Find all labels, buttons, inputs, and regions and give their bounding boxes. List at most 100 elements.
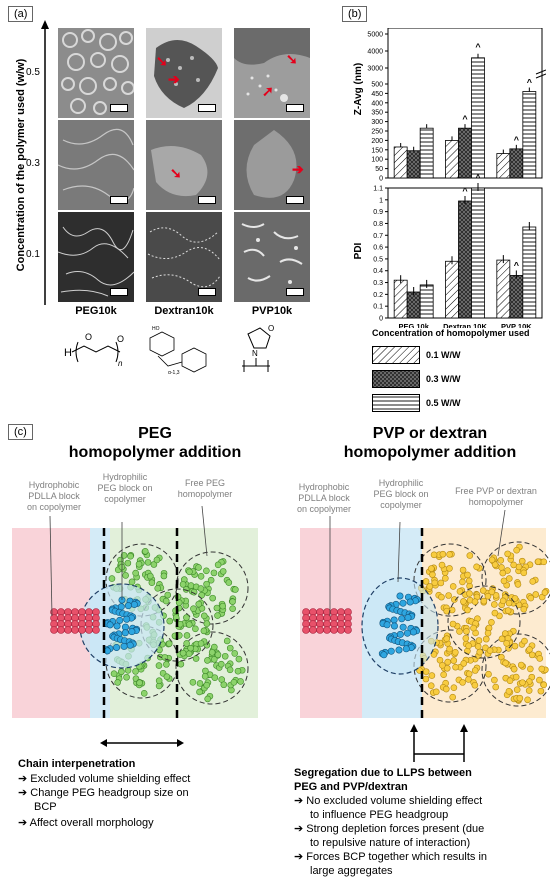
y-tick-label: 3000 [367, 66, 383, 73]
monomer-bead [106, 621, 114, 629]
monomer-bead [491, 601, 498, 608]
monomer-bead [225, 579, 233, 586]
monomer-bead [497, 557, 505, 564]
monomer-bead [189, 678, 197, 686]
monomer-bead [163, 661, 170, 668]
monomer-bead [471, 681, 479, 689]
monomer-bead [459, 679, 466, 686]
right-bullet-2: ➔ Strong depletion forces present (due [294, 823, 485, 835]
monomer-bead [113, 622, 121, 630]
column-label-peg: PEG10k [75, 305, 117, 317]
monomer-bead [442, 575, 449, 582]
conc-tick-01: 0.1 [26, 249, 40, 260]
legend-swatch-crosshatch [372, 370, 420, 388]
bar [445, 260, 459, 319]
monomer-bead [383, 621, 391, 629]
label-pdlla-left: Hydrophobic PDLLA block on copolymer [26, 480, 82, 512]
monomer-bead [166, 617, 174, 625]
monomer-bead [459, 578, 466, 586]
y-tick-label: 1.1 [373, 186, 383, 193]
monomer-bead [504, 550, 511, 558]
monomer-bead [204, 657, 211, 664]
monomer-bead [226, 644, 234, 652]
panel-b-chart: 0 50 100 150 200 250 300 350 400 450 500 3000 4000 50… [367, 28, 546, 328]
monomer-bead [446, 551, 453, 558]
monomer-bead [390, 622, 398, 630]
monomer-bead [214, 612, 221, 619]
monomer-bead [511, 642, 519, 650]
significance-caret: ^ [462, 186, 468, 196]
monomer-bead [140, 690, 148, 697]
y-axis-arrow [41, 20, 49, 305]
monomer-bead [217, 660, 225, 668]
svg-text:HO: HO [152, 326, 160, 332]
monomer-bead [126, 641, 134, 649]
chemical-structures: H O O n HO α-1,3 O N [64, 324, 274, 376]
monomer-bead [449, 693, 456, 701]
monomer-bead [479, 587, 487, 594]
monomer-bead [123, 673, 130, 681]
monomer-bead [437, 579, 445, 587]
y-tick-label: 0.7 [373, 233, 383, 240]
monomer-bead [450, 684, 458, 692]
right-bullet-3: ➔ Forces BCP together which results in [294, 851, 488, 863]
monomer-bead [466, 552, 474, 559]
legend-item-05: 0.5 W/W [372, 394, 461, 412]
monomer-bead [511, 595, 519, 602]
micrograph-pvp-01 [234, 212, 310, 302]
monomer-bead [471, 598, 479, 605]
monomer-bead [183, 614, 190, 621]
monomer-bead [480, 597, 488, 605]
monomer-bead [226, 666, 234, 674]
monomer-bead [92, 626, 100, 634]
y-tick-label: 0.9 [373, 209, 383, 216]
monomer-bead [196, 688, 203, 696]
monomer-bead [432, 688, 440, 696]
svg-text:n: n [118, 359, 123, 368]
pvp-structure: O N [242, 324, 274, 372]
monomer-bead [85, 626, 93, 634]
svg-text:N: N [252, 349, 258, 358]
monomer-bead [488, 556, 496, 564]
homopolymer-coil-outline [447, 585, 521, 659]
monomer-bead [390, 616, 398, 624]
monomer-bead [446, 645, 453, 653]
monomer-bead [538, 665, 546, 673]
monomer-bead [114, 679, 121, 686]
red-arrow: ➘ [170, 165, 182, 181]
y-tick-label: 5000 [367, 32, 383, 39]
column-label-pvp: PVP10k [251, 305, 293, 317]
monomer-bead [207, 576, 215, 584]
monomer-bead [439, 662, 446, 669]
monomer-bead [451, 596, 458, 603]
interpenetration-arrow [100, 739, 184, 747]
monomer-bead [147, 572, 154, 580]
right-bullet-1-cont: to influence PEG headgroup [310, 809, 449, 821]
monomer-bead [337, 626, 345, 634]
monomer-bead [404, 614, 412, 622]
monomer-bead [124, 559, 132, 567]
monomer-bead [471, 667, 479, 674]
monomer-bead [450, 657, 458, 664]
monomer-bead [465, 577, 473, 585]
monomer-bead [503, 639, 510, 647]
y-tick-label: 0.5 [373, 256, 383, 263]
y-tick-label: 400 [371, 100, 383, 107]
significance-caret: ^ [514, 135, 520, 145]
monomer-bead [396, 592, 404, 600]
homopolymer-coil-outline [175, 631, 249, 705]
right-title: Segregation due to LLPS between PEG and P… [294, 767, 472, 793]
monomer-bead [500, 577, 508, 585]
bar [496, 153, 511, 179]
left-title: Chain interpenetration [18, 758, 136, 770]
bar [496, 259, 511, 319]
monomer-bead [459, 566, 467, 574]
label-peg-right: Hydrophilic PEG block on copolymer [373, 478, 429, 510]
monomer-bead [128, 578, 136, 586]
monomer-bead [232, 586, 239, 593]
monomer-bead [540, 681, 548, 689]
monomer-bead [465, 670, 473, 678]
monomer-bead [135, 560, 143, 568]
monomer-bead [527, 665, 534, 673]
svg-text:O: O [85, 332, 92, 342]
